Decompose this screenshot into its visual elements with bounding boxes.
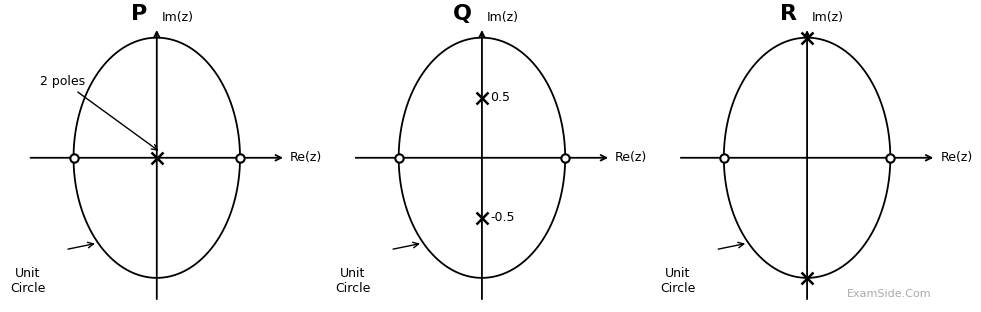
Text: R: R <box>780 4 798 24</box>
Text: Im(z): Im(z) <box>812 11 844 24</box>
Text: Unit
Circle: Unit Circle <box>336 267 371 295</box>
Text: -0.5: -0.5 <box>490 211 515 224</box>
Text: Unit
Circle: Unit Circle <box>660 267 696 295</box>
Text: 0.5: 0.5 <box>490 91 510 104</box>
Text: Re(z): Re(z) <box>615 151 647 164</box>
Text: 2 poles: 2 poles <box>40 75 157 150</box>
Text: Q: Q <box>453 4 472 24</box>
Text: Unit
Circle: Unit Circle <box>10 267 45 295</box>
Text: P: P <box>130 4 147 24</box>
Text: ExamSide.Com: ExamSide.Com <box>848 289 932 299</box>
Text: Im(z): Im(z) <box>487 11 519 24</box>
Text: Im(z): Im(z) <box>162 11 194 24</box>
Text: Re(z): Re(z) <box>940 151 972 164</box>
Text: Re(z): Re(z) <box>290 151 322 164</box>
